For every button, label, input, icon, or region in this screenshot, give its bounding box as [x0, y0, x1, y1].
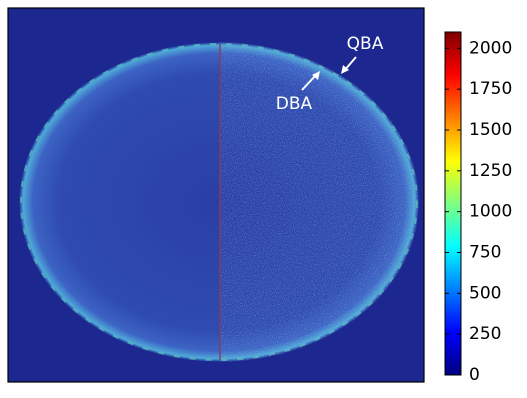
annotation: DBA	[276, 94, 313, 114]
colorbar-tick-label: 0	[469, 365, 480, 385]
colorbar-tick-label: 500	[469, 283, 501, 303]
arrow-head	[341, 65, 349, 74]
colorbar-tick-label: 2000	[469, 38, 512, 58]
frame	[7, 7, 425, 383]
colorbar-tick-label: 1500	[469, 120, 512, 140]
colorbar-tick-label: 1250	[469, 161, 512, 181]
colorbar	[444, 31, 462, 376]
colorbar-tick-label: 250	[469, 324, 501, 344]
colorbar-tick-label: 1000	[469, 202, 512, 222]
annotation: QBA	[347, 34, 384, 54]
arrow	[301, 74, 317, 91]
image	[8, 8, 424, 382]
colorbar-tick-label: 1750	[469, 79, 512, 99]
colorbar-tick-label: 750	[469, 243, 501, 263]
noise	[220, 42, 419, 362]
arrow-head	[312, 71, 320, 80]
